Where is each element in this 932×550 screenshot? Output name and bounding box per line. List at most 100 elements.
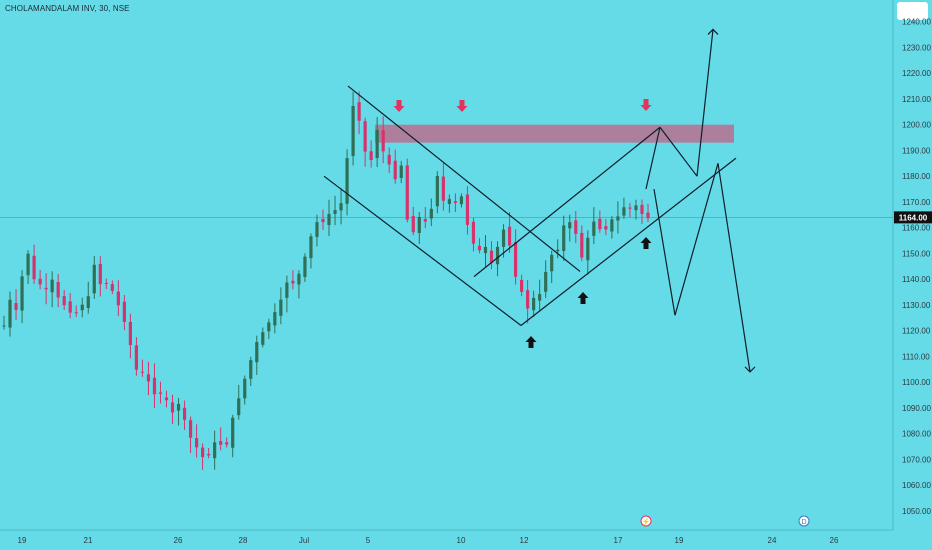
pattern-line <box>645 127 661 190</box>
candle-body <box>345 158 349 204</box>
candle-body <box>640 204 644 214</box>
y-tick-label: 1210.00 <box>902 95 931 104</box>
candle-body <box>219 441 223 445</box>
candle-body <box>357 102 361 121</box>
candle-body <box>128 321 132 346</box>
pattern-line <box>674 163 719 316</box>
candle-body <box>483 246 488 254</box>
candle-body <box>188 420 193 438</box>
candle-body <box>152 377 157 395</box>
candle-body <box>544 271 548 292</box>
candle-body <box>429 208 433 219</box>
candle-body <box>2 325 6 327</box>
candle-body <box>459 196 464 205</box>
candle-body <box>68 301 72 313</box>
candle-body <box>405 165 409 220</box>
current-price-tag <box>894 211 932 224</box>
y-tick-label: 1140.00 <box>902 275 931 284</box>
candle-body <box>520 279 524 292</box>
y-tick-label: 1200.00 <box>902 121 931 130</box>
candle-body <box>134 345 139 370</box>
candle-body <box>56 282 60 298</box>
candle-body <box>80 304 84 311</box>
candle-body <box>140 371 145 373</box>
candle-body <box>411 216 415 233</box>
dividend-event-glyph: D <box>801 519 806 526</box>
pattern-line <box>323 175 522 327</box>
symbol-title: CHOLAMANDALAM INV, 30, NSE <box>5 4 130 13</box>
candle-body <box>297 273 301 285</box>
candle-body <box>110 284 114 291</box>
x-tick-label: 26 <box>174 536 183 545</box>
y-tick-label: 1050.00 <box>902 507 931 516</box>
candle-body <box>231 417 235 448</box>
candle-body <box>532 297 536 311</box>
candle-body <box>267 322 271 332</box>
candle-body <box>417 216 421 234</box>
candle-body <box>225 442 229 445</box>
y-tick-label: 1190.00 <box>902 146 931 155</box>
pattern-line <box>653 188 676 316</box>
candle-body <box>441 176 445 201</box>
candle-body <box>170 402 175 413</box>
x-tick-label: Jul <box>299 536 309 545</box>
x-tick-label: 19 <box>18 536 27 545</box>
pattern-line <box>696 29 714 177</box>
candle-body <box>507 226 512 246</box>
y-tick-label: 1220.00 <box>902 69 931 78</box>
x-tick-label: 26 <box>830 536 839 545</box>
candle-body <box>598 218 602 230</box>
candle-body <box>381 130 385 152</box>
candle-body <box>634 205 638 211</box>
candle-body <box>526 290 530 309</box>
candle-body <box>249 360 253 379</box>
candle-body <box>44 287 48 290</box>
candle-body <box>556 249 560 252</box>
candle-body <box>50 279 54 293</box>
projection-arrowhead-up <box>707 28 719 35</box>
current-price-label: 1164.00 <box>899 213 928 222</box>
black-up-arrow <box>525 336 537 348</box>
candle-body <box>243 378 247 399</box>
candle-body <box>477 245 482 251</box>
candle-body <box>628 207 632 209</box>
candle-body <box>291 280 295 284</box>
candle-body <box>495 246 500 265</box>
candle-body <box>303 256 307 277</box>
candle-body <box>447 199 451 204</box>
y-tick-label: 1120.00 <box>902 327 931 336</box>
candle-body <box>176 403 181 411</box>
resistance-zone-layer <box>375 124 734 143</box>
candle-body <box>194 438 199 448</box>
candle-body <box>369 151 373 160</box>
top-right-widget[interactable] <box>897 2 928 20</box>
candle-body <box>207 453 211 456</box>
x-tick-label: 10 <box>457 536 466 545</box>
candle-body <box>399 165 403 178</box>
y-tick-label: 1110.00 <box>902 352 930 361</box>
y-tick-label: 1100.00 <box>902 378 931 387</box>
candle-body <box>550 254 554 272</box>
y-tick-label: 1090.00 <box>902 404 931 413</box>
pattern-line <box>717 163 751 372</box>
candle-body <box>164 397 169 401</box>
candle-body <box>86 296 90 308</box>
candle-body <box>363 121 367 152</box>
candle-body <box>351 106 355 156</box>
candle-body <box>574 220 578 234</box>
candle-body <box>592 221 596 236</box>
candle-body <box>279 299 283 316</box>
candles <box>2 91 650 470</box>
red-down-arrow <box>456 100 468 112</box>
candle-body <box>285 282 289 298</box>
y-tick-label: 1060.00 <box>902 481 931 490</box>
candle-body <box>387 154 391 165</box>
candle-body <box>74 312 78 314</box>
candle-body <box>489 250 494 264</box>
candle-body <box>471 221 476 244</box>
candle-body <box>646 212 650 219</box>
black-up-arrow <box>577 292 589 304</box>
x-tick-label: 21 <box>84 536 93 545</box>
y-tick-label: 1240.00 <box>902 18 931 27</box>
